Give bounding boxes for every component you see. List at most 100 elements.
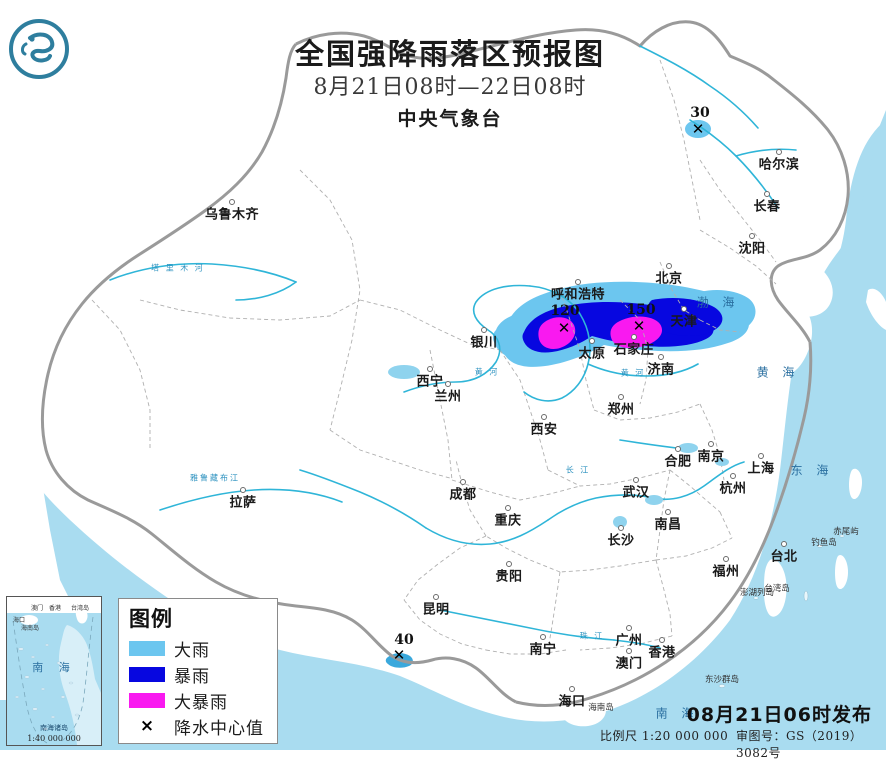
city-marker-dot xyxy=(730,473,736,479)
island-label: 海南岛 xyxy=(588,703,614,713)
city-marker-dot xyxy=(633,477,639,483)
city-marker-dot xyxy=(675,446,681,452)
inset-label-macau: 澳门 xyxy=(31,605,44,612)
rain-center-cross-icon: ✕ xyxy=(392,646,406,664)
city-label: 济南 xyxy=(647,362,675,378)
city-marker-dot xyxy=(758,453,764,459)
city-label: 台北 xyxy=(770,549,798,565)
city-marker-dot xyxy=(575,279,581,285)
city-label: 呼和浩特 xyxy=(550,287,606,303)
city-marker-dot xyxy=(723,556,729,562)
city-label: 沈阳 xyxy=(738,241,766,257)
rain-area-heavy-northeast xyxy=(685,120,711,138)
south-china-sea-inset: 南海诸岛 1:40 000 000 南 海 海口 海南岛 台湾岛 澳门 香港 xyxy=(6,596,102,746)
city-marker-dot xyxy=(631,334,637,340)
river-label: 珠 江 xyxy=(579,631,605,641)
city-marker-dot xyxy=(764,191,770,197)
sea-label: 黄 海 xyxy=(756,365,800,380)
city-label: 北京 xyxy=(655,271,683,287)
legend-item: 大暴雨 xyxy=(129,687,277,713)
city-label: 西宁 xyxy=(416,374,444,390)
map-scale: 比例尺 1:20 000 000 xyxy=(600,729,729,743)
legend-color-swatch xyxy=(129,640,165,656)
city-label: 哈尔滨 xyxy=(758,157,800,173)
city-marker-dot xyxy=(708,441,714,447)
city-label: 郑州 xyxy=(607,402,635,418)
rivers xyxy=(109,45,797,649)
inset-islands-label: 南海诸岛 xyxy=(40,724,68,732)
inset-label-hongkong: 香港 xyxy=(49,605,62,612)
province-borders xyxy=(91,59,777,655)
city-label: 南宁 xyxy=(529,642,557,658)
rain-center-value: 30 xyxy=(690,105,710,121)
rain-area-severe-east xyxy=(610,316,663,348)
river-label: 雅鲁藏布江 xyxy=(190,473,240,483)
city-marker-dot xyxy=(659,637,665,643)
rain-center-value: 40 xyxy=(394,632,414,648)
legend-item-label: 大雨 xyxy=(174,640,210,661)
city-marker-dot xyxy=(626,648,632,654)
city-label: 银川 xyxy=(470,335,498,351)
river-label: 塔 里 木 河 xyxy=(151,263,205,273)
city-label: 长沙 xyxy=(607,533,635,549)
city-label: 贵阳 xyxy=(495,569,523,585)
city-marker-dot xyxy=(665,509,671,515)
city-label: 杭州 xyxy=(719,481,747,497)
city-marker-dot xyxy=(506,561,512,567)
legend-rows: 大雨 暴雨 大暴雨 × 降水中心值 xyxy=(119,635,277,739)
legend-box: 图例 大雨 暴雨 大暴雨 × 降水中心值 xyxy=(118,598,278,744)
rain-area-rainstorm-east xyxy=(647,298,723,337)
sea-label: 东 海 xyxy=(790,463,834,478)
cma-dragon-logo-icon xyxy=(8,18,70,80)
city-marker-dot xyxy=(681,306,687,312)
island-label: 赤尾屿 xyxy=(833,527,859,537)
island-label: 澎湖列岛 xyxy=(739,588,775,598)
city-label: 昆明 xyxy=(422,602,450,618)
city-marker-dot xyxy=(781,541,787,547)
legend-item-label: 降水中心值 xyxy=(174,718,264,739)
city-label: 长春 xyxy=(753,199,781,215)
city-marker-dot xyxy=(749,233,755,239)
page-title: 全国强降雨落区预报图 xyxy=(294,37,605,71)
rain-center-value: 150 xyxy=(626,302,656,318)
national-border xyxy=(40,20,850,707)
city-label: 兰州 xyxy=(434,389,462,405)
inset-label-taiwan: 台湾岛 xyxy=(71,605,90,612)
city-marker-dot xyxy=(229,199,235,205)
city-marker-dot xyxy=(666,263,672,269)
city-marker-dot xyxy=(569,686,575,692)
city-marker-dot xyxy=(445,381,451,387)
title-block: 全国强降雨落区预报图 8月21日08时—22日08时 中央气象台 xyxy=(260,36,640,134)
river-label: 黄 河 xyxy=(474,367,500,377)
inset-region-label: 南 海 xyxy=(32,661,76,674)
city-marker-dot xyxy=(589,338,595,344)
legend-title: 图例 xyxy=(129,607,173,631)
city-label: 上海 xyxy=(747,461,775,477)
island-label: 东沙群岛 xyxy=(704,675,740,685)
city-label: 合肥 xyxy=(664,454,692,470)
city-marker-dot xyxy=(505,505,511,511)
inset-label-hainan: 海南岛 xyxy=(21,625,40,632)
rain-center-cross-icon: ✕ xyxy=(557,319,571,337)
city-marker-dot xyxy=(776,149,782,155)
issue-time: 08月21日06时发布 xyxy=(686,704,872,726)
city-label: 西安 xyxy=(530,422,558,438)
sea-label: 南 海 xyxy=(655,706,699,721)
issuing-organization: 中央气象台 xyxy=(397,108,503,130)
legend-color-swatch xyxy=(129,666,165,682)
city-marker-dot xyxy=(433,594,439,600)
rain-center-cross-icon: ✕ xyxy=(632,317,646,335)
forecast-period: 8月21日08时—22日08时 xyxy=(313,75,587,100)
city-marker-dot xyxy=(626,625,632,631)
city-marker-dot xyxy=(618,525,624,531)
city-label: 太原 xyxy=(578,346,606,362)
legend-item: 大雨 xyxy=(129,635,277,661)
river-label: 长 江 xyxy=(565,465,591,475)
city-marker-dot xyxy=(427,366,433,372)
legend-item-label: 暴雨 xyxy=(174,666,210,687)
city-label: 海口 xyxy=(558,694,586,710)
rainfall-areas xyxy=(385,120,756,668)
city-marker-dot xyxy=(460,479,466,485)
city-marker-dot xyxy=(541,414,547,420)
